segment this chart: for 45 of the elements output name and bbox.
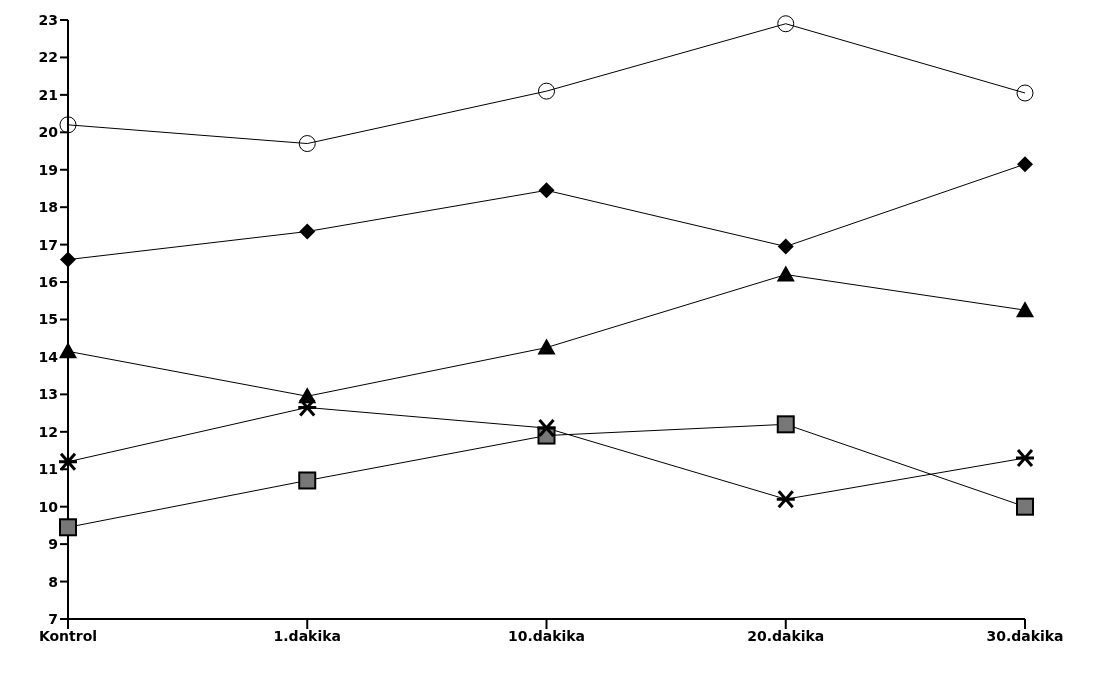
x-tick-label: 1.dakika <box>273 627 341 644</box>
y-tick-label: 8 <box>48 573 58 590</box>
point <box>537 338 556 355</box>
y-tick-label: 17 <box>38 236 58 253</box>
point <box>57 452 79 472</box>
x-tick-label: Kontrol <box>38 627 98 644</box>
point <box>296 397 318 417</box>
point <box>776 415 795 434</box>
point <box>1016 84 1034 102</box>
y-tick-label: 23 <box>38 11 58 28</box>
x-tick-label: 30.dakika <box>986 627 1064 644</box>
y-tick-label: 20 <box>38 124 59 141</box>
y-tick-label: 13 <box>38 386 58 403</box>
y-tick-label: 18 <box>38 199 58 216</box>
y-tick-label: 9 <box>48 536 58 553</box>
y-tick-label: 22 <box>38 49 58 66</box>
point <box>777 238 794 255</box>
point <box>59 518 77 537</box>
y-tick-label: 16 <box>38 274 58 291</box>
point <box>776 265 795 282</box>
y-tick-label: 21 <box>38 86 58 103</box>
point <box>1017 156 1033 173</box>
y-tick-label: 10 <box>38 498 59 515</box>
point <box>298 135 316 153</box>
point <box>536 418 557 438</box>
y-tick-label: 7 <box>48 610 58 627</box>
y-tick-label: 12 <box>38 423 58 440</box>
point <box>59 342 77 359</box>
point <box>775 489 797 509</box>
point <box>1016 301 1034 318</box>
point <box>538 182 555 199</box>
y-tick-label: 19 <box>38 161 58 178</box>
y-tick-label: 15 <box>38 311 58 328</box>
y-tick-label: 11 <box>38 461 58 478</box>
point <box>299 223 316 240</box>
point <box>59 116 77 134</box>
point <box>777 15 795 33</box>
point <box>1014 448 1036 468</box>
x-tick-label: 20.dakika <box>747 627 825 644</box>
point <box>60 251 76 268</box>
x-tick-label: 10.dakika <box>507 627 586 644</box>
point <box>538 82 555 100</box>
y-tick-label: 14 <box>38 348 59 365</box>
point <box>1016 497 1034 516</box>
point <box>298 471 317 490</box>
